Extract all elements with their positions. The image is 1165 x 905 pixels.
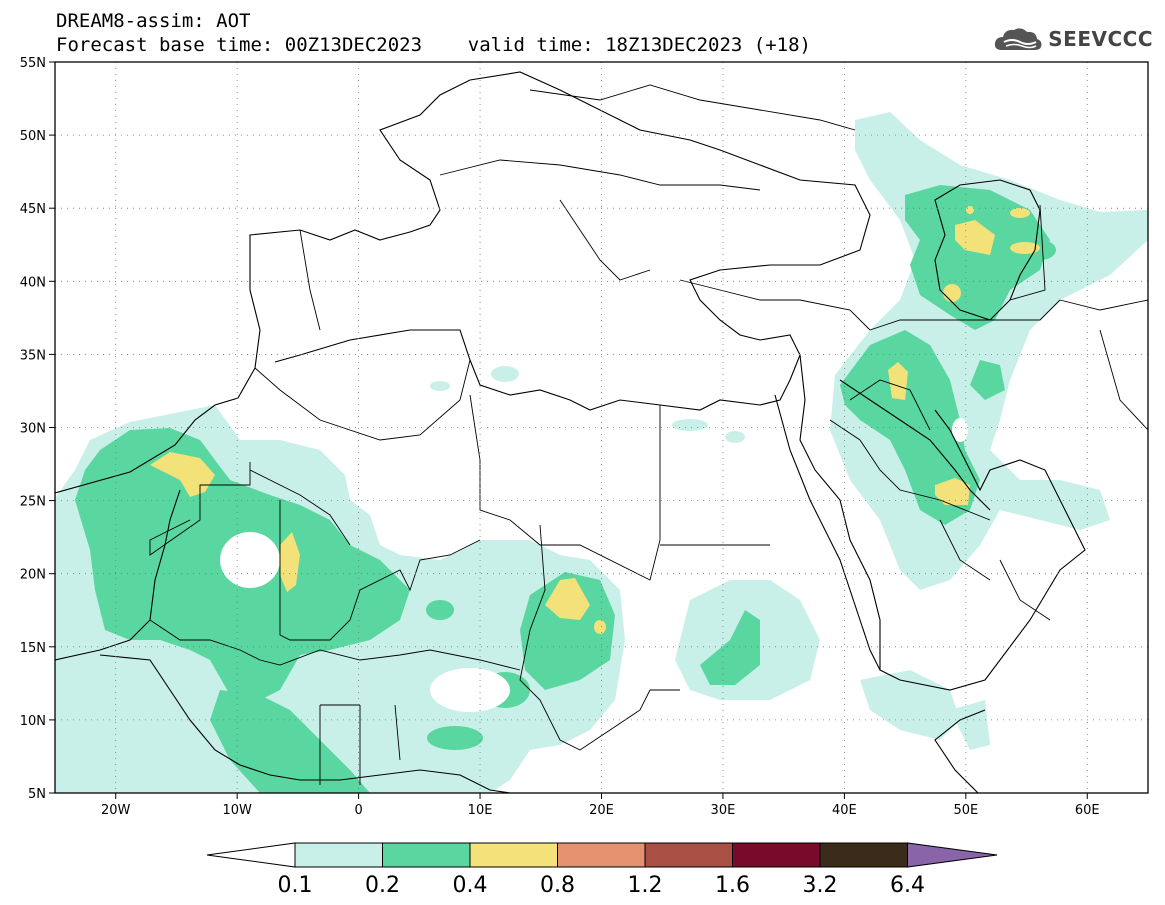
lon-label: 0 — [354, 803, 362, 818]
lon-label: 50E — [953, 803, 978, 818]
logo-text: SEEVCCC — [1048, 27, 1153, 51]
map-title: DREAM8-assim: AOT — [56, 10, 251, 32]
lat-label: 45N — [20, 202, 46, 217]
latitude-labels: 55N 50N 45N 40N 35N 30N 25N 20N 15N 10N 5N — [20, 56, 55, 802]
lon-label: 40E — [832, 803, 857, 818]
colorbar-segment — [557, 842, 646, 868]
colorbar-label: 1.2 — [628, 873, 663, 898]
seevccc-logo: SEEVCCC — [992, 24, 1153, 54]
lon-label: 60E — [1075, 803, 1100, 818]
lat-label: 15N — [20, 641, 46, 656]
lon-label: 10E — [468, 803, 493, 818]
lat-label: 30N — [20, 422, 46, 437]
colorbar-label: 3.2 — [803, 873, 838, 898]
colorbar-segment — [732, 842, 821, 868]
lon-label: 10W — [222, 803, 252, 818]
lat-label: 20N — [20, 568, 46, 583]
lon-label: 30E — [711, 803, 736, 818]
cloud-icon — [995, 28, 1042, 50]
coastlines — [55, 71, 1086, 793]
country-borders — [149, 84, 1148, 785]
colorbar-label: 0.8 — [540, 873, 575, 898]
colorbar-segment — [294, 842, 383, 868]
aot-fields — [55, 71, 1148, 793]
colorbar-segment — [469, 842, 558, 868]
colorbar-label: 0.4 — [453, 873, 488, 898]
colorbar-high-arrow — [907, 842, 998, 868]
aot-band-0-4 — [150, 206, 1040, 634]
lat-label: 25N — [20, 495, 46, 510]
colorbar-segment — [644, 842, 733, 868]
colorbar-label: 0.1 — [278, 873, 313, 898]
graticule — [55, 62, 1148, 793]
lon-label: 20E — [589, 803, 614, 818]
colorbar-label: 0.2 — [365, 873, 400, 898]
longitude-labels: 20W 10W 0 10E 20E 30E 40E 50E 60E — [101, 793, 1100, 818]
lat-label: 5N — [28, 787, 46, 802]
colorbar-segment — [382, 842, 471, 868]
lat-label: 10N — [20, 714, 46, 729]
colorbar-label: 6.4 — [890, 873, 925, 898]
lat-label: 40N — [20, 275, 46, 290]
lat-label: 35N — [20, 348, 46, 363]
lat-label: 55N — [20, 56, 46, 71]
lon-label: 20W — [101, 803, 131, 818]
colorbar: 0.1 0.2 0.4 0.8 1.2 1.6 3.2 6.4 — [206, 842, 998, 898]
colorbar-label: 1.6 — [715, 873, 750, 898]
forecast-time-subtitle: Forecast base time: 00Z13DEC2023 valid t… — [56, 34, 811, 56]
lat-label: 50N — [20, 129, 46, 144]
colorbar-segment — [819, 842, 908, 868]
colorbar-low-arrow — [206, 842, 296, 868]
